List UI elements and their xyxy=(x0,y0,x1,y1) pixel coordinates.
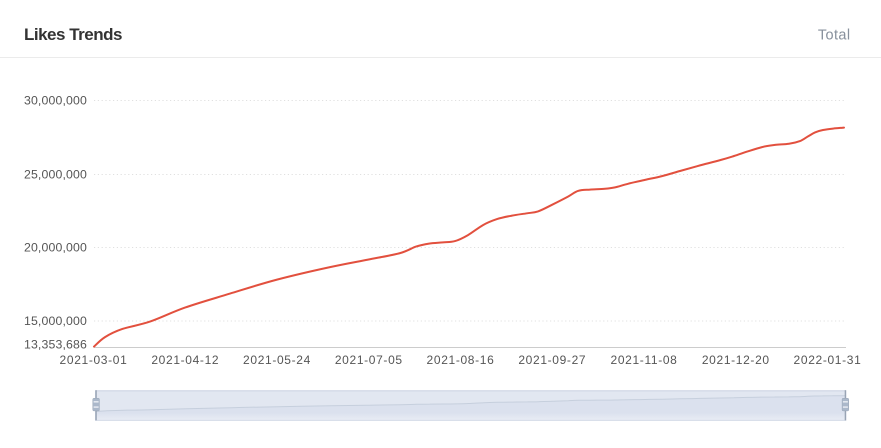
svg-text:2021-12-20: 2021-12-20 xyxy=(702,353,770,367)
svg-text:Total: Total xyxy=(818,28,851,44)
svg-text:15,000,000: 15,000,000 xyxy=(24,314,87,328)
svg-text:2022-01-31: 2022-01-31 xyxy=(794,353,862,367)
svg-text:2021-03-01: 2021-03-01 xyxy=(60,353,128,367)
svg-text:30,000,000: 30,000,000 xyxy=(24,93,87,107)
svg-text:2021-05-24: 2021-05-24 xyxy=(243,353,311,367)
svg-text:20,000,000: 20,000,000 xyxy=(24,240,87,254)
svg-text:13,353,686: 13,353,686 xyxy=(24,338,87,352)
svg-text:2021-08-16: 2021-08-16 xyxy=(427,353,495,367)
svg-text:2021-04-12: 2021-04-12 xyxy=(151,353,219,367)
svg-text:2021-07-05: 2021-07-05 xyxy=(335,353,403,367)
svg-text:25,000,000: 25,000,000 xyxy=(24,167,87,181)
svg-text:Likes Trends: Likes Trends xyxy=(24,25,122,44)
svg-text:2021-11-08: 2021-11-08 xyxy=(611,353,678,367)
svg-text:2021-09-27: 2021-09-27 xyxy=(518,353,586,367)
